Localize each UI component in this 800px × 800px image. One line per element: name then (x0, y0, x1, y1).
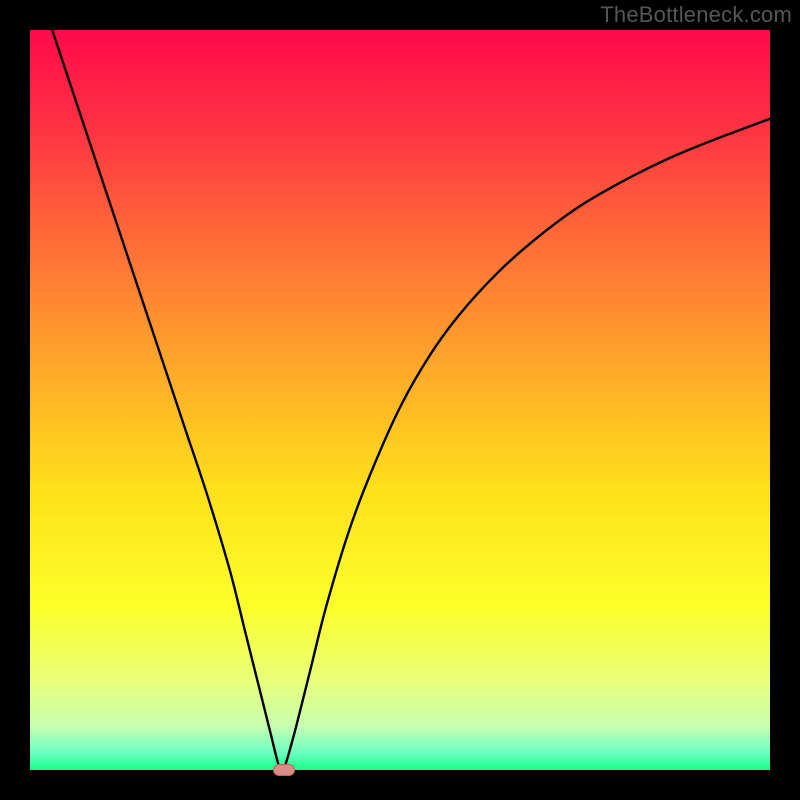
bottleneck-chart: TheBottleneck.com (0, 0, 800, 800)
plot-area (30, 30, 770, 770)
watermark-text: TheBottleneck.com (600, 2, 792, 28)
optimal-point-marker (273, 764, 295, 776)
bottleneck-curve (30, 30, 770, 770)
